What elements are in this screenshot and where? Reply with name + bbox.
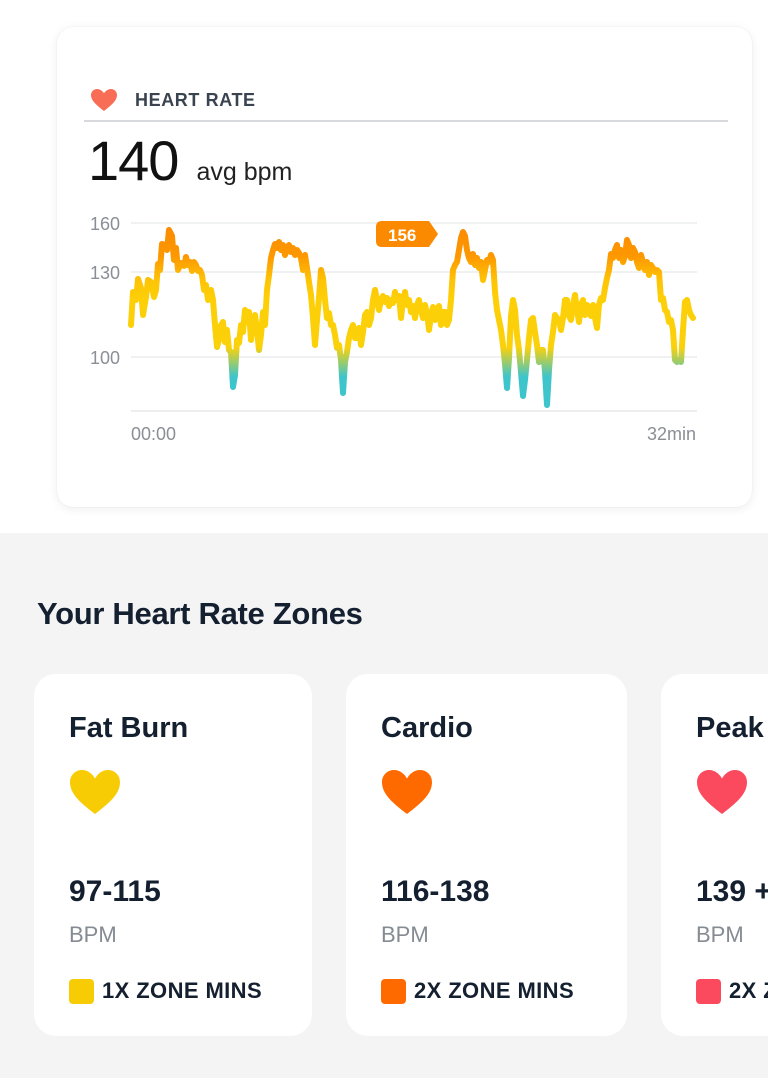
heart-rate-section: 160 130 100 00:00 32min 156 HEART RATE 1… [0,0,768,533]
heart-rate-divider [84,120,728,122]
zone-name: Peak [696,712,764,744]
heart-rate-zones-section: Your Heart Rate Zones Fat Burn 97-115 BP… [0,533,768,1078]
heart-icon [70,770,120,814]
zone-card-fat-burn[interactable]: Fat Burn 97-115 BPM 1X ZONE MINS [34,674,312,1036]
heart-icon [382,770,432,814]
zone-mins-label: 2X ZONE MINS [729,978,768,1003]
zone-color-swatch [381,978,406,1004]
y-tick-130: 130 [90,263,120,283]
zones-section-title: Your Heart Rate Zones [37,596,363,631]
zone-mins-label: 1X ZONE MINS [102,978,263,1003]
average-bpm-value: 140 [88,129,179,192]
heart-rate-line [128,227,696,408]
zone-bpm-unit: BPM [381,922,429,947]
x-tick-start: 00:00 [131,424,176,444]
zone-mins-legend: 2X ZONE MINS [381,978,574,1004]
y-tick-160: 160 [90,214,120,234]
bottom-strip [0,1078,768,1085]
x-tick-end: 32min [647,424,696,444]
average-bpm-unit: avg bpm [196,158,293,186]
peak-badge-value: 156 [388,226,416,245]
zone-color-swatch [69,978,94,1004]
zone-bpm-unit: BPM [69,922,117,947]
zone-card-peak[interactable]: Peak 139 + BPM 2X ZONE MINS [661,674,768,1036]
zone-mins-legend: 1X ZONE MINS [69,978,262,1004]
heart-rate-chart: 160 130 100 00:00 32min 156 [90,214,697,444]
zone-bpm-range: 116-138 [381,875,490,908]
heart-icon [697,770,747,814]
zone-mins-label: 2X ZONE MINS [414,978,575,1003]
zone-name: Fat Burn [69,712,189,744]
heart-rate-header: HEART RATE [90,88,256,112]
zone-mins-legend: 2X ZONE MINS [696,978,768,1004]
zone-bpm-range: 139 + [696,875,768,908]
heart-rate-title: HEART RATE [135,89,256,110]
peak-badge: 156 [376,221,438,247]
zone-color-swatch [696,978,721,1004]
zone-name: Cardio [381,712,473,744]
zone-bpm-range: 97-115 [69,875,161,908]
zone-card-cardio[interactable]: Cardio 116-138 BPM 2X ZONE MINS [346,674,627,1036]
zone-bpm-unit: BPM [696,922,744,947]
heart-icon [91,89,117,111]
heart-rate-average: 140 avg bpm [88,128,292,193]
y-tick-100: 100 [90,348,120,368]
